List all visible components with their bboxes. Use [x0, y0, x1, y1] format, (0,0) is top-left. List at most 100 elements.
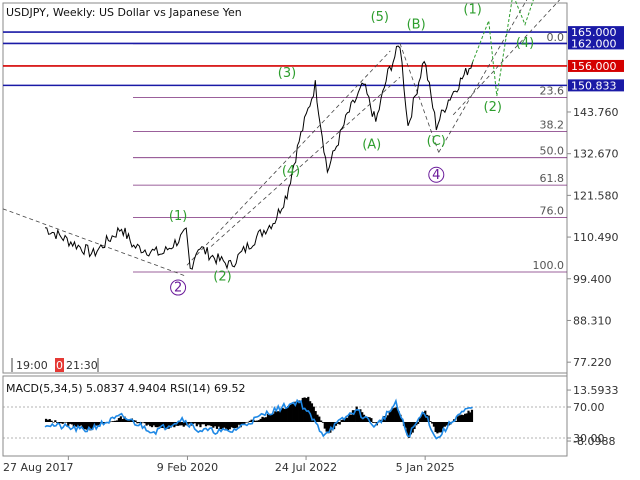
macd-bar [136, 422, 139, 424]
macd-bar [406, 422, 409, 436]
macd-bar [123, 416, 126, 422]
macd-bar [150, 422, 154, 428]
macd-bar [288, 404, 292, 422]
macd-bar [456, 416, 459, 422]
rsi-line [44, 398, 473, 440]
wave-label: 4 [432, 168, 440, 183]
macd-bar [323, 422, 326, 429]
macd-bar [429, 421, 432, 422]
macd-bar [217, 422, 220, 427]
level-tag: 156.000 [571, 60, 617, 73]
macd-bar [344, 417, 347, 422]
macd-bar [125, 419, 128, 422]
macd-bar [44, 418, 48, 422]
macd-bar [272, 413, 275, 422]
macd-bar [65, 422, 68, 423]
macd-bar [246, 421, 250, 423]
macd-bar [134, 420, 137, 422]
macd-bar [351, 410, 355, 422]
macd-bar [46, 419, 50, 422]
macd-bar [301, 397, 304, 422]
time-marker-left: 19:00 [16, 359, 48, 372]
fib-label: 50.0 [540, 145, 565, 158]
macd-bar [223, 422, 226, 428]
macd-bar [348, 414, 351, 422]
ind-tick-label: 30.00 [573, 432, 605, 445]
fib-label: 38.2 [540, 118, 565, 131]
macd-bar [417, 422, 420, 424]
time-marker-right: 21:30 [66, 359, 98, 372]
macd-bar [154, 422, 157, 428]
macd-bar [266, 413, 270, 422]
macd-bar [325, 422, 328, 432]
y-tick-label: 143.760 [573, 106, 619, 119]
macd-bar [180, 422, 183, 426]
macd-bar [443, 422, 446, 427]
channel-line [186, 50, 391, 266]
macd-bar [225, 422, 228, 429]
macd-bar [76, 422, 79, 428]
macd-bar [349, 414, 353, 422]
macd-bar [248, 420, 251, 422]
channel-line [2, 208, 188, 277]
macd-bar [281, 407, 284, 422]
time-marker: 19:00 0 21:30 [11, 358, 99, 372]
macd-bar [119, 416, 122, 422]
macd-bar [296, 402, 299, 422]
macd-bar [294, 401, 297, 422]
macd-bar [80, 422, 83, 426]
macd-bar [199, 422, 202, 428]
macd-bar [422, 412, 425, 422]
macd-bar [394, 407, 397, 422]
macd-bar [230, 422, 233, 428]
macd-bar [226, 422, 230, 431]
macd-bar [156, 422, 159, 428]
macd-bar [203, 422, 206, 425]
macd-bar [221, 422, 224, 430]
macd-bar [460, 414, 463, 422]
macd-bar [441, 422, 445, 429]
macd-bar [454, 421, 458, 422]
macd-bar [408, 422, 411, 438]
fib-label: 100.0 [533, 259, 565, 272]
time-marker-highlight [55, 358, 64, 372]
macd-bar [309, 401, 312, 422]
fib-label: 0.0 [547, 31, 565, 44]
macd-bar [361, 412, 364, 422]
macd-bar [279, 408, 282, 422]
time-marker-mid: 0 [56, 359, 63, 372]
macd-bar [149, 422, 152, 427]
wave-label: (4) [516, 36, 534, 51]
fib-label: 23.6 [540, 85, 565, 98]
macd-bar [158, 422, 161, 427]
macd-bar [89, 422, 92, 431]
macd-bar [334, 422, 338, 426]
macd-bar [357, 409, 360, 422]
level-tag-bg [568, 26, 624, 39]
wave-label: (5) [371, 10, 389, 25]
macd-bar [81, 422, 85, 429]
macd-bar [50, 420, 53, 422]
macd-bar [277, 411, 281, 422]
macd-bar [404, 422, 407, 428]
y-tick-label: 77.220 [573, 356, 612, 369]
macd-bar [48, 419, 51, 422]
macd-bar [145, 422, 148, 426]
macd-bar [78, 422, 81, 427]
wave-label: (4) [282, 164, 300, 179]
macd-bar [235, 422, 239, 428]
macd-bar [338, 422, 341, 425]
macd-bar [469, 412, 472, 422]
fib-label: 76.0 [540, 204, 565, 217]
macd-bar [386, 415, 389, 422]
horizontal-levels [3, 31, 567, 87]
ind-tick-label: 70.00 [573, 401, 605, 414]
macd-bar [63, 422, 66, 423]
macd-bar [128, 419, 132, 422]
macd-bar [68, 422, 72, 424]
macd-bar [399, 414, 402, 422]
macd-bar [219, 422, 222, 430]
macd-bar [234, 422, 237, 429]
macd-bar [366, 416, 369, 422]
macd-bar [61, 422, 64, 424]
